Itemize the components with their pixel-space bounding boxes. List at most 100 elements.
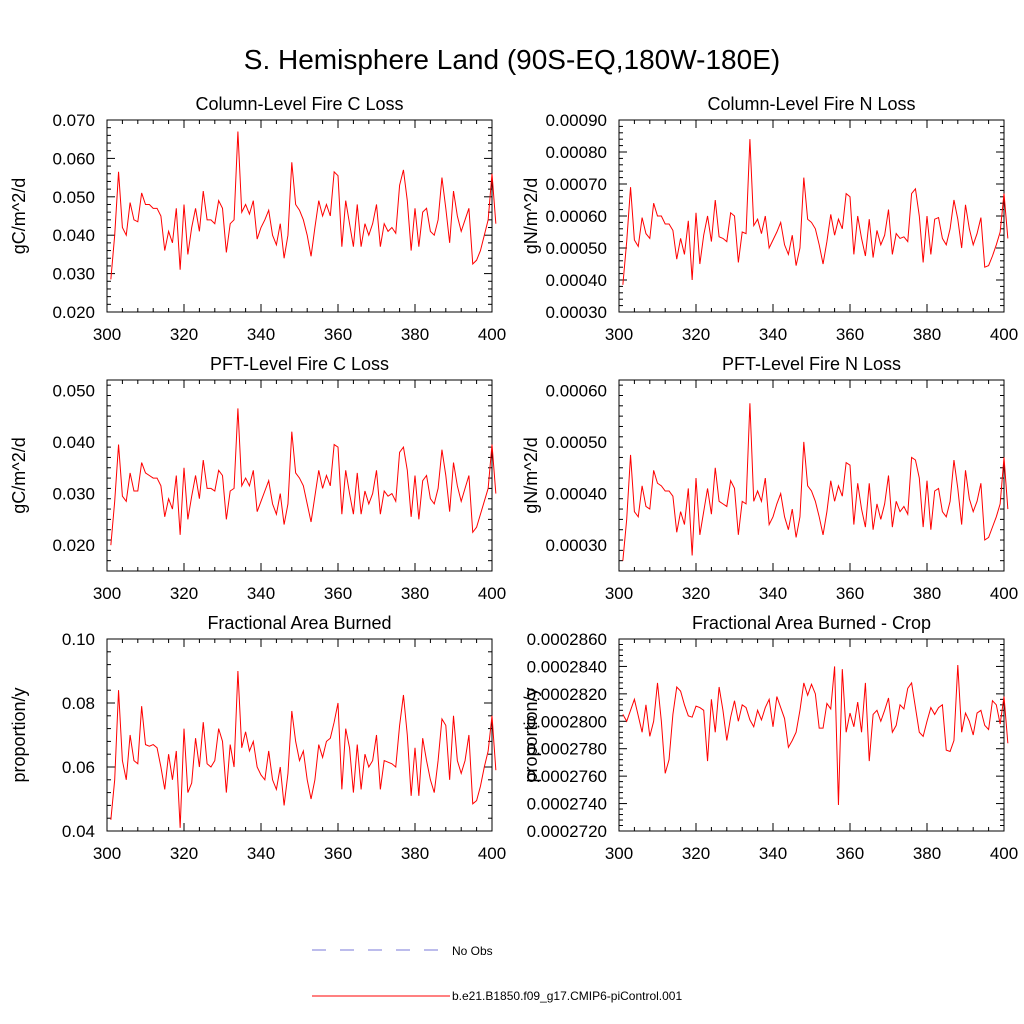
- x-tick-label: 320: [682, 844, 710, 863]
- plot-frame: [618, 638, 1005, 832]
- panel-title: Fractional Area Burned - Crop: [692, 613, 931, 633]
- x-tick-label: 320: [682, 584, 710, 603]
- x-tick-label: 300: [93, 844, 121, 863]
- x-tick-label: 300: [605, 844, 633, 863]
- y-tick-label: 0.00070: [546, 175, 607, 194]
- plot-frame: [618, 379, 1005, 572]
- legend-no-obs-label: No Obs: [452, 944, 493, 958]
- y-tick-label: 0.00050: [546, 239, 607, 258]
- x-tick-label: 300: [93, 584, 121, 603]
- panel-5: Fractional Area Burned proportion/y 300 320…: [9, 613, 506, 863]
- x-tick-label: 380: [913, 325, 941, 344]
- panel-title: Column-Level Fire C Loss: [195, 94, 403, 114]
- x-tick-label: 400: [478, 584, 506, 603]
- main-title: S. Hemisphere Land (90S-EQ,180W-180E): [243, 44, 781, 75]
- panel-3: PFT-Level Fire C Loss gC/m^2/d 300 320 340 36…: [9, 354, 506, 603]
- y-tick-label: 0.040: [52, 433, 95, 452]
- legend: No Obs b.e21.B1850.f09_g17.CMIP6-piContro…: [312, 944, 682, 1003]
- x-tick-label: 340: [759, 584, 787, 603]
- y-tick-label: 0.0002780: [527, 740, 607, 759]
- x-tick-label: 400: [990, 325, 1018, 344]
- x-tick-label: 360: [836, 325, 864, 344]
- x-tick-label: 380: [401, 584, 429, 603]
- y-tick-label: 0.00030: [546, 303, 607, 322]
- panel-1: Column-Level Fire C Loss gC/m^2/d 300 320 34…: [9, 94, 506, 344]
- x-tick-label: 380: [913, 584, 941, 603]
- y-axis-label: gC/m^2/d: [9, 178, 29, 254]
- y-tick-label: 0.0002840: [527, 657, 607, 676]
- x-tick-label: 380: [401, 325, 429, 344]
- x-tick-label: 360: [324, 325, 352, 344]
- series-line: [622, 403, 1009, 561]
- y-tick-label: 0.0002720: [527, 822, 607, 841]
- y-tick-label: 0.00030: [546, 536, 607, 555]
- y-tick-label: 0.050: [52, 188, 95, 207]
- panel-2: Column-Level Fire N Loss gN/m^2/d 300 320 34…: [521, 94, 1018, 344]
- series-line: [110, 670, 497, 828]
- panel-title: PFT-Level Fire N Loss: [722, 354, 901, 374]
- y-tick-label: 0.00090: [546, 111, 607, 130]
- y-tick-label: 0.04: [62, 822, 95, 841]
- y-tick-label: 0.0002740: [527, 795, 607, 814]
- y-tick-label: 0.0002860: [527, 630, 607, 649]
- x-tick-label: 320: [682, 325, 710, 344]
- x-tick-label: 380: [401, 844, 429, 863]
- y-tick-label: 0.070: [52, 111, 95, 130]
- y-axis-label: proportion/y: [521, 687, 541, 782]
- y-tick-label: 0.030: [52, 485, 95, 504]
- x-tick-label: 300: [605, 325, 633, 344]
- plot-frame: [106, 379, 493, 572]
- y-tick-label: 0.00040: [546, 271, 607, 290]
- panel-6: Fractional Area Burned - Crop proportion/…: [521, 613, 1018, 863]
- x-tick-label: 360: [324, 584, 352, 603]
- x-tick-label: 360: [324, 844, 352, 863]
- x-tick-label: 400: [990, 844, 1018, 863]
- y-tick-label: 0.0002820: [527, 685, 607, 704]
- x-tick-label: 320: [170, 325, 198, 344]
- y-tick-label: 0.020: [52, 303, 95, 322]
- y-tick-label: 0.0002800: [527, 712, 607, 731]
- y-tick-label: 0.00040: [546, 485, 607, 504]
- x-tick-label: 340: [247, 844, 275, 863]
- x-tick-label: 340: [247, 325, 275, 344]
- legend-model-label: b.e21.B1850.f09_g17.CMIP6-piControl.001: [452, 989, 682, 1003]
- series-line: [622, 665, 1009, 805]
- y-tick-label: 0.040: [52, 226, 95, 245]
- y-tick-label: 0.060: [52, 149, 95, 168]
- series-line: [110, 408, 497, 546]
- plot-frame: [618, 119, 1005, 313]
- y-tick-label: 0.00060: [546, 207, 607, 226]
- x-tick-label: 340: [247, 584, 275, 603]
- x-tick-label: 300: [93, 325, 121, 344]
- y-axis-label: gN/m^2/d: [521, 178, 541, 254]
- x-tick-label: 320: [170, 844, 198, 863]
- series-line: [110, 131, 497, 280]
- y-tick-label: 0.00080: [546, 143, 607, 162]
- y-tick-label: 0.0002760: [527, 767, 607, 786]
- x-tick-label: 380: [913, 844, 941, 863]
- y-axis-label: gC/m^2/d: [9, 437, 29, 513]
- x-tick-label: 340: [759, 325, 787, 344]
- y-tick-label: 0.10: [62, 630, 95, 649]
- panel-title: PFT-Level Fire C Loss: [210, 354, 389, 374]
- x-tick-label: 400: [990, 584, 1018, 603]
- y-axis-label: gN/m^2/d: [521, 437, 541, 513]
- y-tick-label: 0.08: [62, 694, 95, 713]
- x-tick-label: 300: [605, 584, 633, 603]
- plot-frame: [106, 119, 493, 313]
- x-tick-label: 400: [478, 325, 506, 344]
- plot-frame: [106, 638, 493, 832]
- y-axis-label: proportion/y: [9, 687, 29, 782]
- panel-4: PFT-Level Fire N Loss gN/m^2/d 300 320 340 36…: [521, 354, 1018, 603]
- x-tick-label: 400: [478, 844, 506, 863]
- y-tick-label: 0.00050: [546, 433, 607, 452]
- series-line: [622, 139, 1009, 285]
- x-tick-label: 340: [759, 844, 787, 863]
- y-tick-label: 0.06: [62, 758, 95, 777]
- x-tick-label: 320: [170, 584, 198, 603]
- x-tick-label: 360: [836, 584, 864, 603]
- panel-title: Column-Level Fire N Loss: [707, 94, 915, 114]
- y-tick-label: 0.030: [52, 265, 95, 284]
- y-tick-label: 0.00060: [546, 381, 607, 400]
